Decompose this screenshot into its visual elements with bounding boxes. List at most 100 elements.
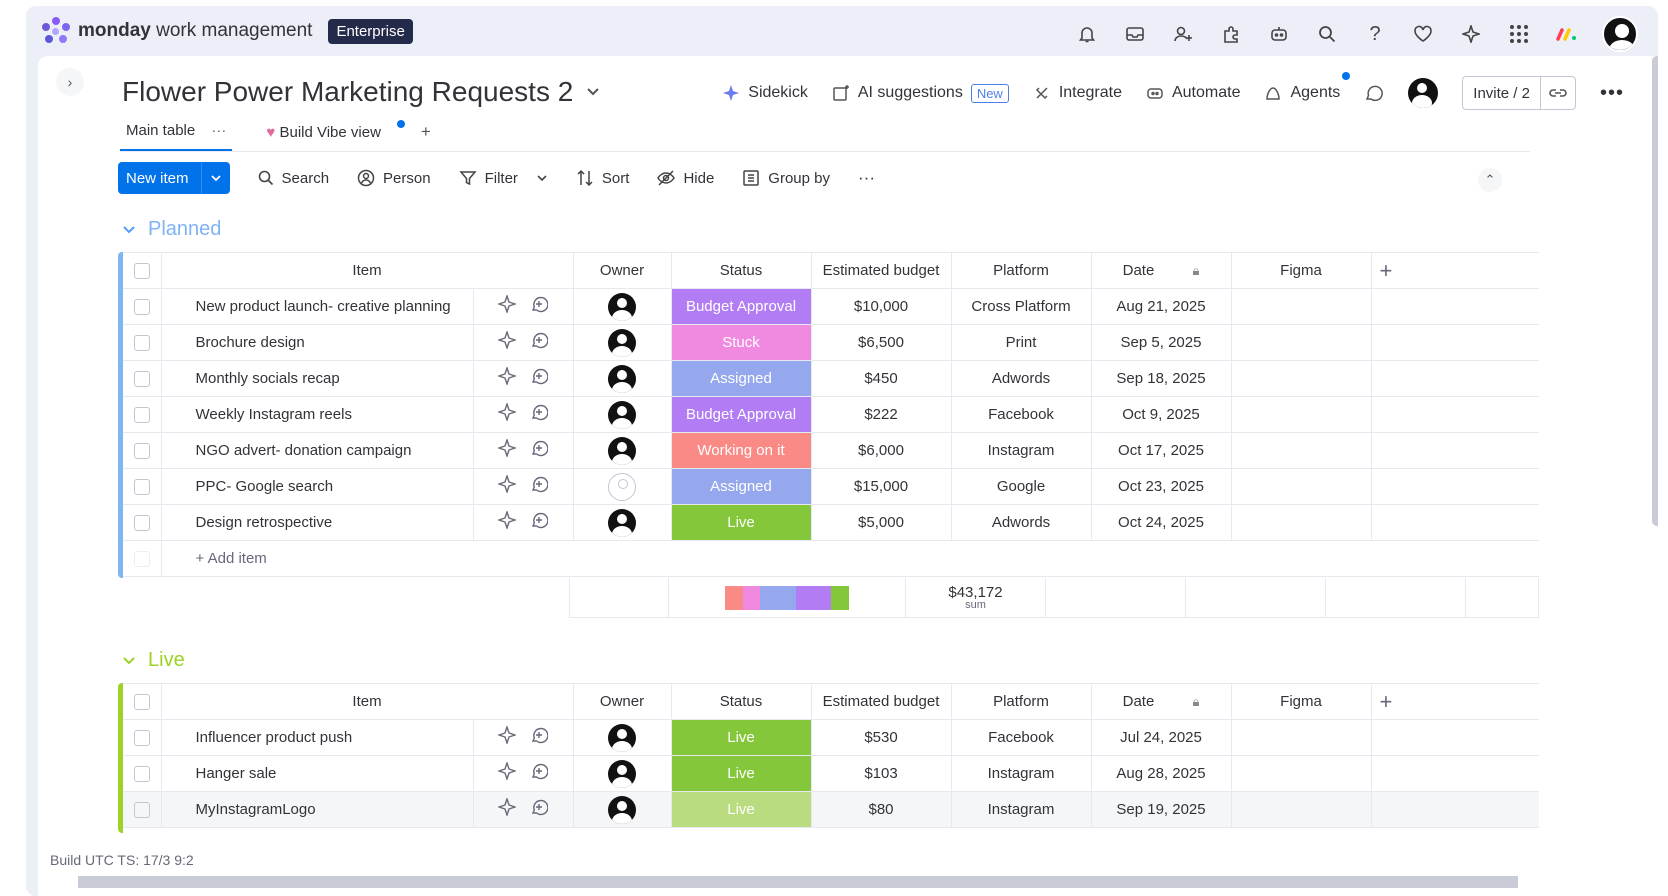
owner-cell[interactable] — [573, 791, 672, 828]
figma-cell[interactable] — [1231, 288, 1372, 325]
figma-cell[interactable] — [1231, 360, 1372, 397]
budget-cell[interactable]: $6,000 — [811, 432, 952, 469]
budget-cell[interactable]: $15,000 — [811, 468, 952, 505]
owner-cell[interactable] — [573, 719, 672, 756]
collapse-toolbar-icon[interactable]: ⌃ — [1478, 168, 1502, 192]
status-cell[interactable]: Stuck — [671, 324, 812, 361]
monday-products-icon[interactable] — [1554, 21, 1580, 47]
owner-cell[interactable] — [573, 288, 672, 325]
row-checkbox[interactable] — [123, 504, 162, 541]
figma-cell[interactable] — [1231, 324, 1372, 361]
figma-cell[interactable] — [1231, 755, 1372, 792]
tab-build-vibe-view[interactable]: ♥ Build Vibe view — [260, 118, 405, 151]
column-header-owner[interactable]: Owner — [573, 683, 672, 720]
column-header-owner[interactable]: Owner — [573, 252, 672, 289]
item-cell[interactable]: MyInstagramLogo — [161, 791, 474, 828]
user-avatar[interactable] — [1602, 16, 1638, 52]
sparkle-icon[interactable] — [496, 509, 518, 534]
copy-link-icon[interactable] — [1539, 77, 1575, 109]
sparkle-icon[interactable] — [496, 437, 518, 462]
item-cell[interactable]: Monthly socials recap — [161, 360, 474, 397]
column-header-budget[interactable]: Estimated budget — [811, 252, 952, 289]
table-row[interactable]: Weekly Instagram reels Budget Approval $22… — [123, 396, 1539, 433]
date-cell[interactable]: Oct 17, 2025 — [1091, 432, 1232, 469]
table-row[interactable]: NGO advert- donation campaign Working on … — [123, 432, 1539, 469]
figma-cell[interactable] — [1231, 719, 1372, 756]
row-checkbox[interactable] — [123, 288, 162, 325]
figma-cell[interactable] — [1231, 432, 1372, 469]
owner-avatar[interactable] — [608, 400, 636, 429]
group-title-planned[interactable]: Planned — [122, 218, 221, 241]
new-item-button[interactable]: New item — [118, 162, 230, 194]
column-header-figma[interactable]: Figma — [1231, 252, 1372, 289]
tab-main-table[interactable]: Main table ··· — [120, 116, 233, 152]
owner-cell[interactable] — [573, 755, 672, 792]
status-cell[interactable]: Assigned — [671, 360, 812, 397]
bell-icon[interactable] — [1074, 21, 1100, 47]
agents-button[interactable]: Agents — [1264, 72, 1351, 102]
select-all-checkbox[interactable] — [123, 252, 162, 289]
figma-cell[interactable] — [1231, 396, 1372, 433]
platform-cell[interactable]: Facebook — [951, 396, 1092, 433]
figma-cell[interactable] — [1231, 468, 1372, 505]
status-cell[interactable]: Assigned — [671, 468, 812, 505]
app-grid-icon[interactable] — [1506, 21, 1532, 47]
apps-puzzle-icon[interactable] — [1218, 21, 1244, 47]
group-title-live[interactable]: Live — [122, 649, 185, 672]
row-checkbox[interactable] — [123, 719, 162, 756]
status-cell[interactable]: Working on it — [671, 432, 812, 469]
row-checkbox[interactable] — [123, 432, 162, 469]
table-row[interactable]: Brochure design Stuck $6,500 Print Sep 5, 20… — [123, 324, 1539, 361]
row-checkbox[interactable] — [123, 755, 162, 792]
column-header-budget[interactable]: Estimated budget — [811, 683, 952, 720]
expand-sidebar-button[interactable]: › — [56, 68, 84, 96]
chevron-down-icon[interactable] — [122, 225, 136, 235]
status-cell[interactable]: Live — [671, 504, 812, 541]
toolbar-more-icon[interactable]: ··· — [858, 168, 875, 187]
item-cell[interactable]: Influencer product push — [161, 719, 474, 756]
owner-avatar[interactable] — [608, 292, 636, 321]
search-button[interactable]: Search — [258, 170, 329, 187]
owner-cell[interactable] — [573, 396, 672, 433]
empty-owner-avatar[interactable] — [608, 472, 636, 501]
status-summary-cell[interactable] — [668, 578, 906, 617]
add-view-button[interactable]: + — [420, 122, 431, 141]
bot-icon[interactable] — [1266, 21, 1292, 47]
more-options-icon[interactable]: ••• — [1599, 81, 1624, 104]
hide-button[interactable]: Hide — [657, 169, 714, 187]
vertical-scrollbar[interactable] — [1652, 56, 1658, 526]
add-update-icon[interactable] — [530, 475, 549, 498]
date-cell[interactable]: Jul 24, 2025 — [1091, 719, 1232, 756]
row-checkbox[interactable] — [123, 324, 162, 361]
budget-cell[interactable]: $5,000 — [811, 504, 952, 541]
owner-avatar[interactable] — [608, 436, 636, 465]
new-item-dropdown-icon[interactable] — [200, 162, 230, 194]
owner-avatar[interactable] — [608, 759, 636, 788]
sparkle-icon[interactable] — [496, 796, 518, 821]
sparkle-icon[interactable] — [496, 724, 518, 749]
add-update-icon[interactable] — [530, 439, 549, 462]
chevron-down-icon[interactable] — [585, 86, 601, 98]
owner-cell[interactable] — [573, 324, 672, 361]
table-row[interactable]: New product launch- creative planning Bud… — [123, 288, 1539, 325]
column-header-date[interactable]: Date 🔒︎ — [1091, 252, 1232, 289]
sparkle-icon[interactable] — [496, 473, 518, 498]
platform-cell[interactable]: Google — [951, 468, 1092, 505]
board-title[interactable]: Flower Power Marketing Requests 2 — [122, 76, 601, 108]
column-header-figma[interactable]: Figma — [1231, 683, 1372, 720]
column-header-platform[interactable]: Platform — [951, 683, 1092, 720]
date-cell[interactable]: Oct 23, 2025 — [1091, 468, 1232, 505]
platform-cell[interactable]: Instagram — [951, 755, 1092, 792]
table-row[interactable]: Monthly socials recap Assigned $450 Adwords… — [123, 360, 1539, 397]
date-cell[interactable]: Oct 9, 2025 — [1091, 396, 1232, 433]
integrate-button[interactable]: Integrate — [1033, 84, 1122, 102]
add-update-icon[interactable] — [530, 726, 549, 749]
item-cell[interactable]: Brochure design — [161, 324, 474, 361]
person-filter-button[interactable]: Person — [357, 169, 431, 187]
group-by-button[interactable]: Group by — [742, 169, 830, 187]
table-row[interactable]: MyInstagramLogo Live $80 Instagram Sep 19, 2… — [123, 791, 1539, 828]
add-update-icon[interactable] — [530, 762, 549, 785]
table-row[interactable]: Hanger sale Live $103 Instagram Aug 28, 2025 — [123, 755, 1539, 792]
select-all-checkbox[interactable] — [123, 683, 162, 720]
owner-cell[interactable] — [573, 504, 672, 541]
